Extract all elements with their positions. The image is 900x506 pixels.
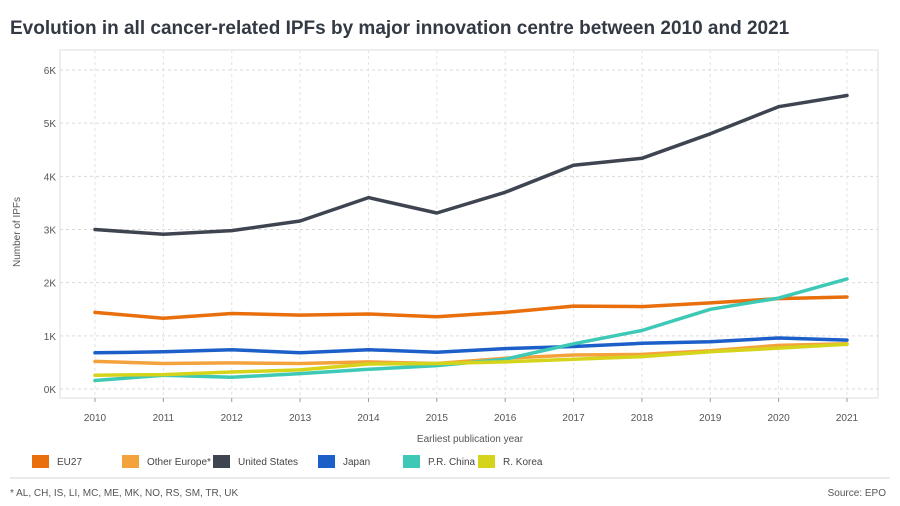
chart-title: Evolution in all cancer-related IPFs by … [10, 18, 790, 39]
source-note: Source: EPO [828, 488, 887, 499]
legend-label-p-r-china: P.R. China [428, 457, 476, 468]
legend-swatch-other-europe [122, 455, 139, 468]
legend-swatch-eu27 [32, 455, 49, 468]
legend: EU27 Other Europe* United States Japan P.R. … [32, 455, 543, 468]
series-line-japan [93, 336, 849, 355]
x-tick-label: 2010 [84, 413, 107, 424]
x-tick-label: 2013 [289, 413, 312, 424]
legend-label-eu27: EU27 [57, 457, 82, 468]
x-tick-label: 2012 [221, 413, 244, 424]
y-axis-label: Number of IPFs [12, 197, 23, 267]
x-tick-label: 2020 [768, 413, 791, 424]
series-lines [93, 93, 849, 383]
x-axis: 2010 2011 2012 2013 2014 2015 2016 2017 2018 2019… [84, 398, 859, 424]
y-tick-label: 4K [44, 172, 57, 183]
y-tick-label: 3K [44, 226, 57, 237]
legend-label-japan: Japan [343, 457, 370, 468]
x-tick-label: 2018 [631, 413, 654, 424]
y-tick-label: 1K [44, 332, 57, 343]
series-line-r-korea [93, 342, 849, 377]
x-axis-label: Earliest publication year [417, 434, 524, 445]
series-line-united-states [93, 93, 849, 237]
legend-swatch-r-korea [478, 455, 495, 468]
y-tick-label: 5K [44, 119, 57, 130]
y-tick-label: 6K [44, 66, 57, 77]
y-axis: 0K 1K 2K 3K 4K 5K 6K [44, 66, 57, 396]
x-tick-label: 2019 [699, 413, 722, 424]
legend-swatch-japan [318, 455, 335, 468]
x-tick-label: 2017 [562, 413, 585, 424]
footnote: * AL, CH, IS, LI, MC, ME, MK, NO, RS, SM… [10, 488, 239, 499]
series-line-eu27 [93, 295, 849, 321]
legend-label-united-states: United States [238, 457, 298, 468]
legend-label-r-korea: R. Korea [503, 457, 543, 468]
y-tick-label: 0K [44, 385, 57, 396]
legend-swatch-p-r-china [403, 455, 420, 468]
grid [60, 50, 878, 398]
x-tick-label: 2015 [426, 413, 449, 424]
x-tick-label: 2016 [494, 413, 517, 424]
legend-label-other-europe: Other Europe* [147, 457, 211, 468]
x-tick-label: 2014 [357, 413, 380, 424]
legend-swatch-united-states [213, 455, 230, 468]
x-tick-label: 2021 [836, 413, 859, 424]
x-tick-label: 2011 [153, 413, 175, 424]
y-tick-label: 2K [44, 279, 57, 290]
